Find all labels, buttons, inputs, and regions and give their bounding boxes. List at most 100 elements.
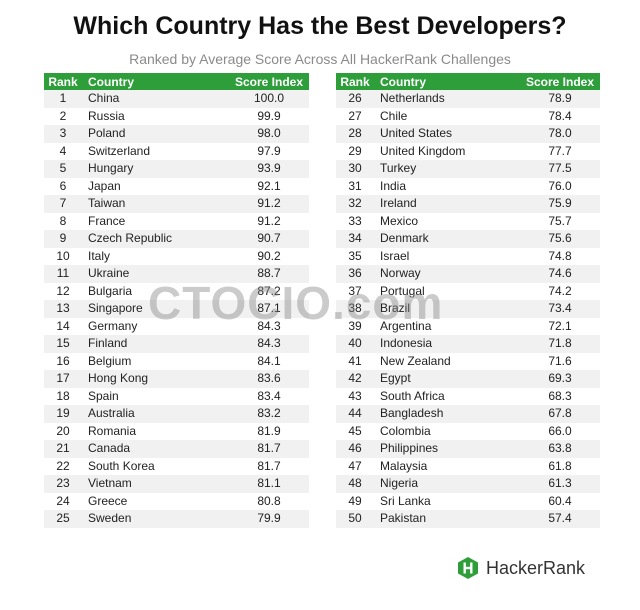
table-row: 2 Russia 99.9: [44, 107, 309, 125]
brand-name: HackerRank: [486, 557, 586, 578]
table-row: 50 Pakistan 57.4: [336, 510, 600, 528]
rank-cell: 26: [336, 90, 374, 108]
rank-cell: 14: [44, 317, 82, 335]
score-cell: 81.1: [229, 475, 309, 493]
table-row: 26 Netherlands 78.9: [336, 90, 600, 108]
country-cell: Greece: [82, 492, 229, 510]
score-cell: 90.2: [229, 247, 309, 265]
country-cell: India: [374, 177, 520, 195]
country-cell: Sweden: [82, 510, 229, 528]
table-row: 27 Chile 78.4: [336, 107, 600, 125]
table-row: 17 Hong Kong 83.6: [44, 370, 309, 388]
country-cell: Portugal: [374, 282, 520, 300]
score-cell: 98.0: [229, 125, 309, 143]
country-cell: Chile: [374, 107, 520, 125]
score-cell: 57.4: [520, 510, 600, 528]
score-cell: 68.3: [520, 387, 600, 405]
country-cell: South Korea: [82, 457, 229, 475]
rank-cell: 6: [44, 177, 82, 195]
rank-cell: 24: [44, 492, 82, 510]
table-row: 28 United States 78.0: [336, 125, 600, 143]
country-cell: Malaysia: [374, 457, 520, 475]
score-cell: 78.0: [520, 125, 600, 143]
rank-cell: 1: [44, 90, 82, 108]
table-row: 14 Germany 84.3: [44, 317, 309, 335]
country-cell: United States: [374, 125, 520, 143]
score-cell: 90.7: [229, 230, 309, 248]
table-row: 37 Portugal 74.2: [336, 282, 600, 300]
rank-cell: 13: [44, 300, 82, 318]
score-cell: 84.3: [229, 317, 309, 335]
table-row: 9 Czech Republic 90.7: [44, 230, 309, 248]
country-cell: Netherlands: [374, 90, 520, 108]
score-cell: 91.2: [229, 195, 309, 213]
score-cell: 81.9: [229, 422, 309, 440]
country-cell: Canada: [82, 440, 229, 458]
score-cell: 93.9: [229, 160, 309, 178]
score-cell: 78.9: [520, 90, 600, 108]
score-cell: 61.8: [520, 457, 600, 475]
rank-cell: 28: [336, 125, 374, 143]
rank-cell: 40: [336, 335, 374, 353]
country-cell: Czech Republic: [82, 230, 229, 248]
country-cell: Poland: [82, 125, 229, 143]
country-cell: Egypt: [374, 370, 520, 388]
rank-cell: 21: [44, 440, 82, 458]
rank-cell: 33: [336, 212, 374, 230]
table-row: 19 Australia 83.2: [44, 405, 309, 423]
rank-cell: 17: [44, 370, 82, 388]
table-row: 34 Denmark 75.6: [336, 230, 600, 248]
score-cell: 61.3: [520, 475, 600, 493]
chart-title: Which Country Has the Best Developers?: [73, 12, 567, 40]
country-cell: Spain: [82, 387, 229, 405]
country-cell: Germany: [82, 317, 229, 335]
rank-cell: 5: [44, 160, 82, 178]
rank-cell: 46: [336, 440, 374, 458]
table-row: 16 Belgium 84.1: [44, 352, 309, 370]
table-row: 45 Colombia 66.0: [336, 422, 600, 440]
country-cell: Vietnam: [82, 475, 229, 493]
table-row: 48 Nigeria 61.3: [336, 475, 600, 493]
table-row: 39 Argentina 72.1: [336, 317, 600, 335]
country-cell: Denmark: [374, 230, 520, 248]
country-cell: United Kingdom: [374, 142, 520, 160]
header-rank: Rank: [336, 73, 374, 90]
rank-cell: 43: [336, 387, 374, 405]
score-cell: 71.8: [520, 335, 600, 353]
country-cell: Australia: [82, 405, 229, 423]
score-cell: 76.0: [520, 177, 600, 195]
table-row: 20 Romania 81.9: [44, 422, 309, 440]
country-cell: Indonesia: [374, 335, 520, 353]
table-row: 32 Ireland 75.9: [336, 195, 600, 213]
table-header-row: Rank Country Score Index: [44, 73, 309, 90]
score-cell: 87.1: [229, 300, 309, 318]
table-row: 31 India 76.0: [336, 177, 600, 195]
score-cell: 74.8: [520, 247, 600, 265]
score-cell: 97.9: [229, 142, 309, 160]
rank-cell: 25: [44, 510, 82, 528]
score-cell: 74.6: [520, 265, 600, 283]
table-row: 29 United Kingdom 77.7: [336, 142, 600, 160]
header-country: Country: [374, 73, 520, 90]
table-row: 4 Switzerland 97.9: [44, 142, 309, 160]
score-cell: 74.2: [520, 282, 600, 300]
country-cell: Israel: [374, 247, 520, 265]
country-cell: Colombia: [374, 422, 520, 440]
table-row: 38 Brazil 73.4: [336, 300, 600, 318]
rank-cell: 4: [44, 142, 82, 160]
score-cell: 75.6: [520, 230, 600, 248]
score-cell: 79.9: [229, 510, 309, 528]
table-row: 13 Singapore 87.1: [44, 300, 309, 318]
rank-cell: 31: [336, 177, 374, 195]
country-cell: Hungary: [82, 160, 229, 178]
country-cell: Belgium: [82, 352, 229, 370]
table-row: 21 Canada 81.7: [44, 440, 309, 458]
country-cell: Romania: [82, 422, 229, 440]
rank-cell: 42: [336, 370, 374, 388]
score-cell: 100.0: [229, 90, 309, 108]
country-cell: Russia: [82, 107, 229, 125]
score-cell: 77.7: [520, 142, 600, 160]
table-body-left: 1 China 100.0 2 Russia 99.9 3 Poland 98.0 4 Switze…: [44, 90, 309, 528]
rank-cell: 22: [44, 457, 82, 475]
country-cell: Argentina: [374, 317, 520, 335]
